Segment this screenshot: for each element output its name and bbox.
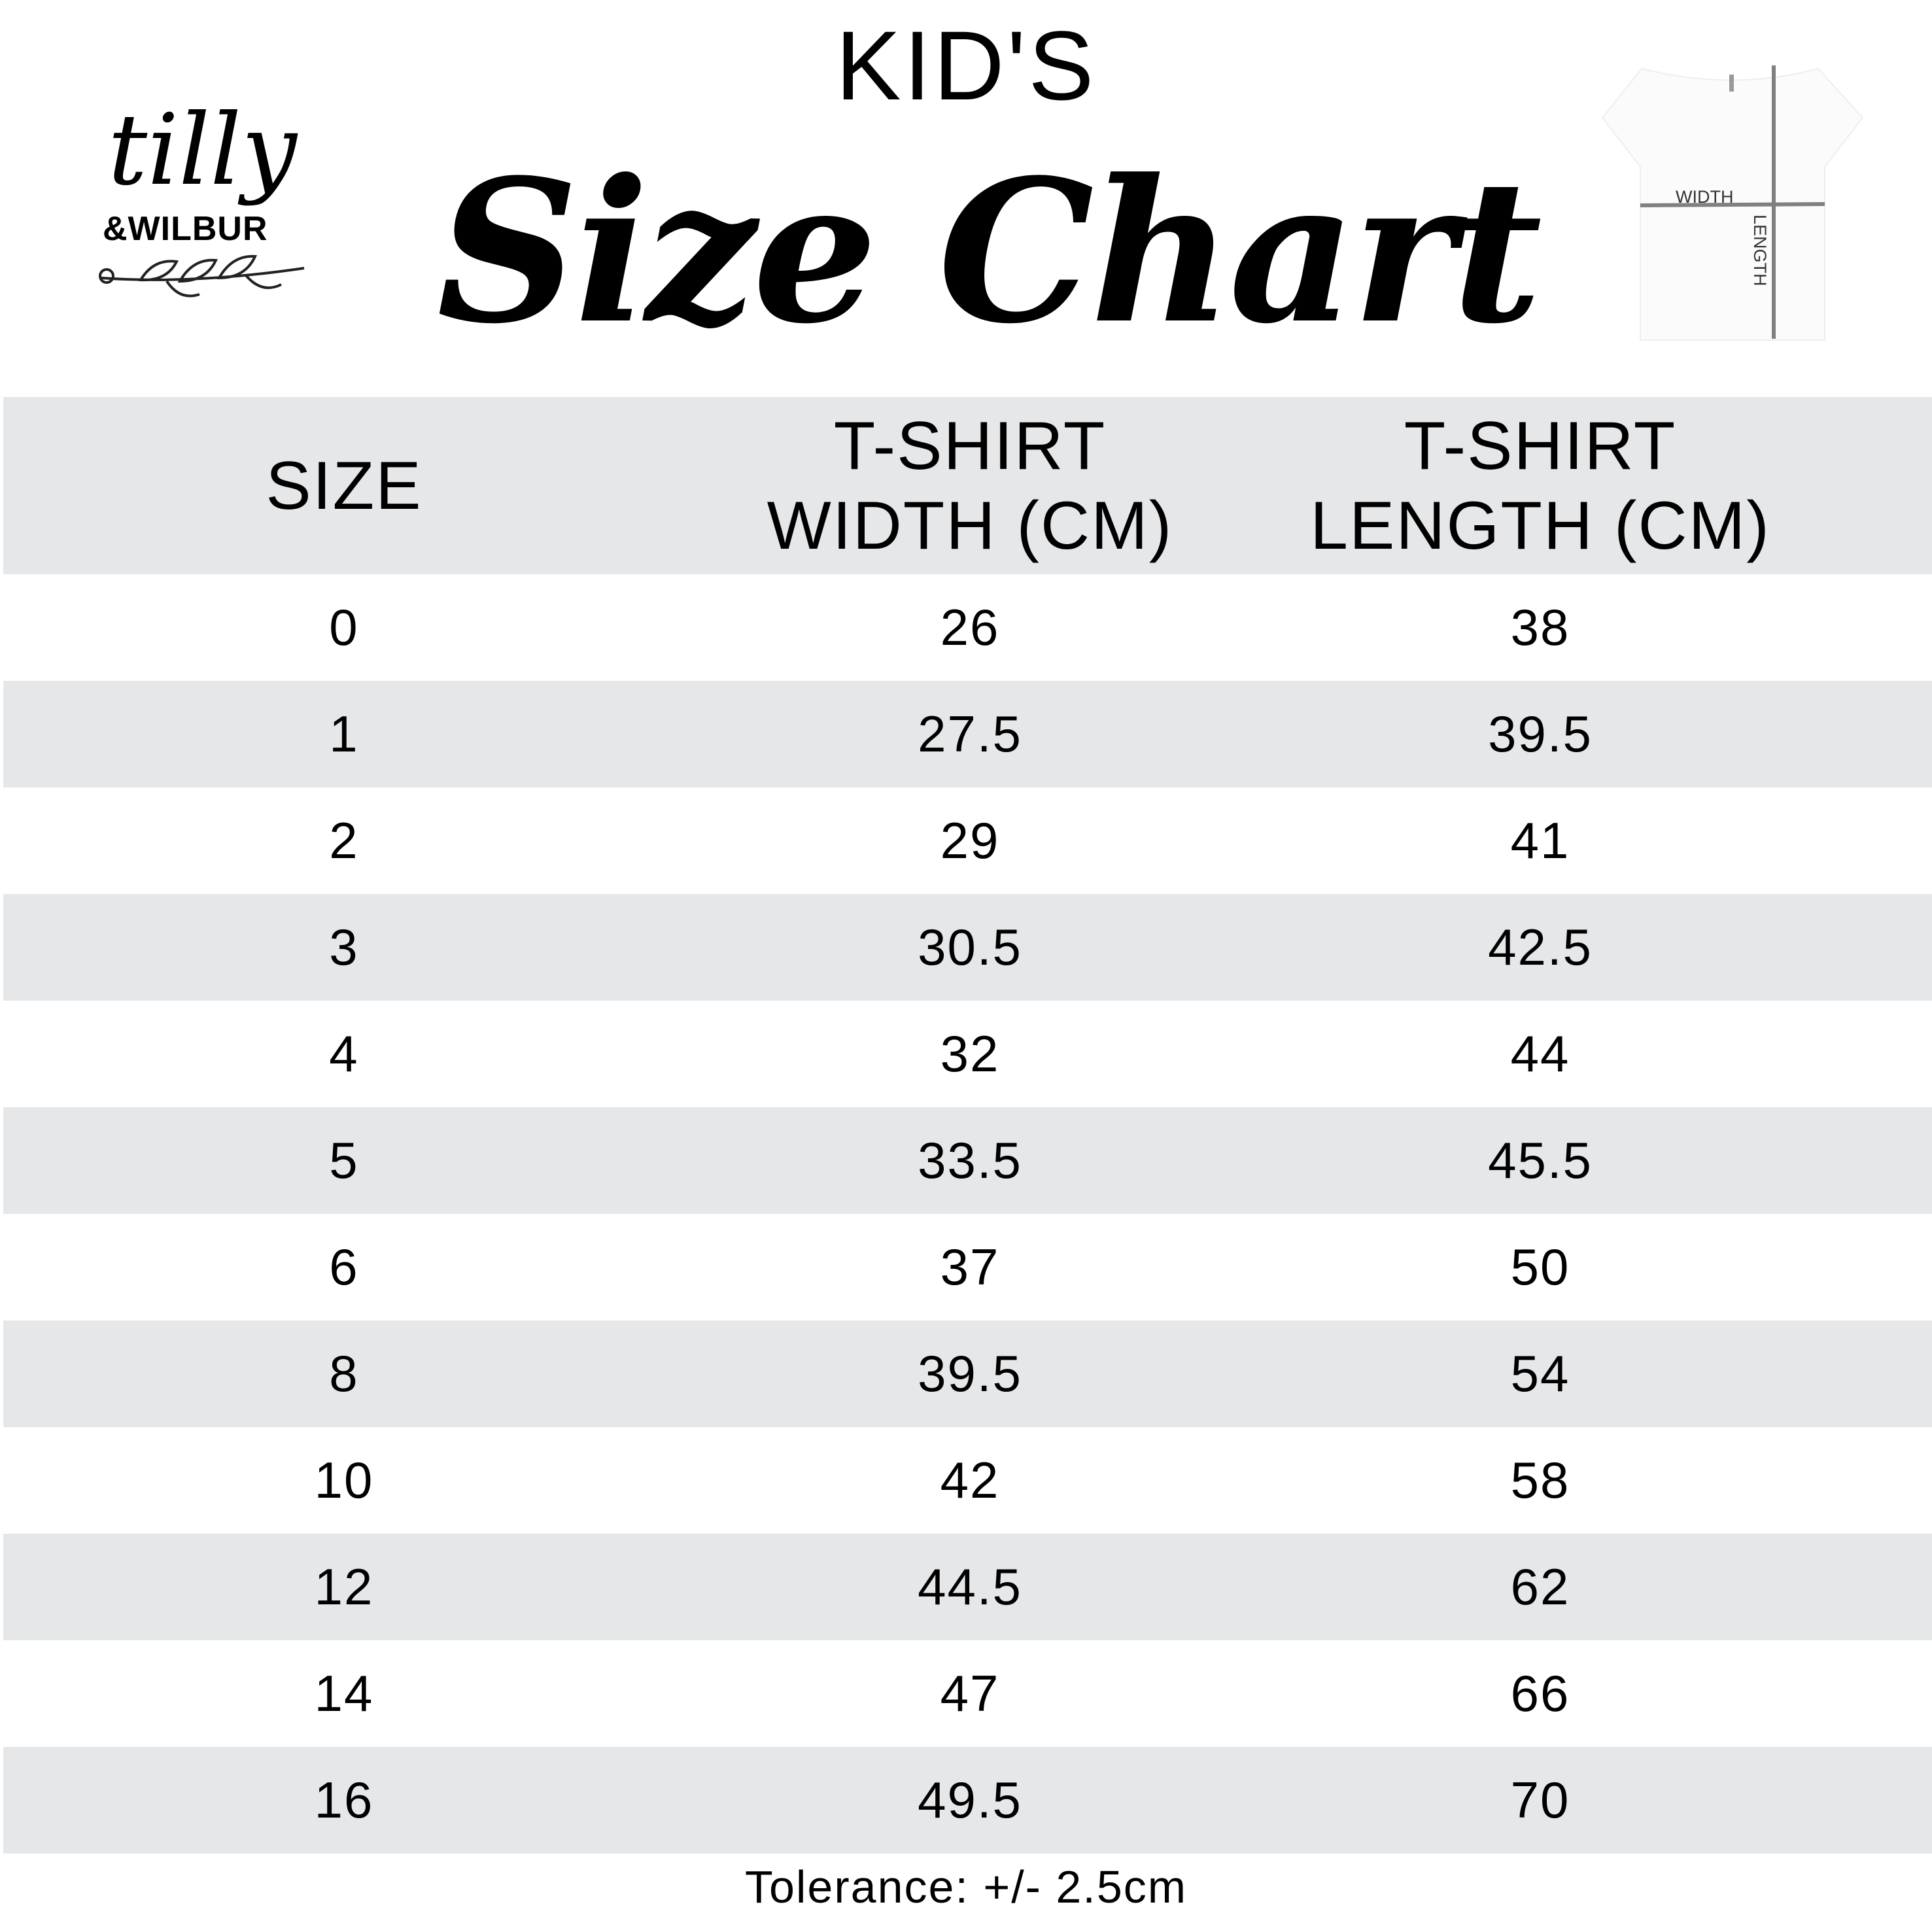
width-cell: 37 [940,1238,1000,1296]
length-cell: 38 [1510,598,1570,656]
size-cell: 14 [314,1665,374,1722]
column-header-width-label: T-SHIRT WIDTH (CM) [767,407,1173,564]
width-cell: 27.5 [918,705,1022,763]
size-chart-title: Size Chart [436,136,1542,367]
width-label: WIDTH [1676,187,1733,207]
column-header-length-label: T-SHIRT LENGTH (CM) [1310,407,1770,564]
table-row: 6 37 50 [3,1214,1932,1320]
table-row: 5 33.5 45.5 [3,1107,1932,1214]
table-row: 1 27.5 39.5 [3,681,1932,787]
table-row: 14 47 66 [3,1640,1932,1747]
size-cell: 4 [329,1025,359,1082]
width-cell: 30.5 [918,918,1022,976]
table-row: 3 30.5 42.5 [3,894,1932,1001]
size-cell: 8 [329,1345,359,1402]
tilly-wilbur-logo: tilly &WILBUR [95,98,317,314]
width-cell: 29 [940,812,1000,869]
length-cell: 42.5 [1488,918,1593,976]
table-header: SIZE T-SHIRT WIDTH (CM) T-SHIRT LENGTH (… [3,397,1932,574]
length-cell: 54 [1510,1345,1570,1402]
column-header-width: T-SHIRT WIDTH (CM) [685,397,1255,574]
table-row: 10 42 58 [3,1427,1932,1534]
table-row: 4 32 44 [3,1001,1932,1107]
width-cell: 49.5 [918,1771,1022,1829]
size-cell: 16 [314,1771,374,1829]
kids-heading: KID'S [835,10,1097,120]
column-header-length: T-SHIRT LENGTH (CM) [1255,397,1825,574]
width-cell: 26 [940,598,1000,656]
logo-text-wilbur: &WILBUR [103,210,268,248]
width-cell: 32 [940,1025,1000,1082]
width-measure-line [1640,202,1825,207]
logo-text-tilly: tilly [108,94,297,207]
tolerance-note: Tolerance: +/- 2.5cm [744,1861,1188,1912]
tshirt-measurement-diagram: WIDTH LENGTH [1570,65,1864,360]
table-row: 12 44.5 62 [3,1534,1932,1640]
length-cell: 66 [1510,1665,1570,1722]
length-cell: 39.5 [1488,705,1593,763]
size-cell: 1 [329,705,359,763]
size-table: SIZE T-SHIRT WIDTH (CM) T-SHIRT LENGTH (… [3,397,1932,1854]
width-cell: 39.5 [918,1345,1022,1402]
table-row: 2 29 41 [3,787,1932,894]
table-row: 0 26 38 [3,574,1932,681]
length-cell: 50 [1510,1238,1570,1296]
width-cell: 44.5 [918,1558,1022,1615]
length-cell: 62 [1510,1558,1570,1615]
table-row: 8 39.5 54 [3,1320,1932,1427]
size-cell: 10 [314,1451,374,1509]
length-cell: 70 [1510,1771,1570,1829]
size-cell: 6 [329,1238,359,1296]
column-header-size: SIZE [266,447,423,524]
leaf-branch-icon [99,254,305,298]
size-cell: 3 [329,918,359,976]
length-label: LENGTH [1750,215,1770,286]
width-cell: 33.5 [918,1131,1022,1189]
width-cell: 42 [940,1451,1000,1509]
size-cell: 2 [329,812,359,869]
length-cell: 44 [1510,1025,1570,1082]
length-cell: 58 [1510,1451,1570,1509]
size-cell: 5 [329,1131,359,1189]
table-row: 16 49.5 70 [3,1747,1932,1854]
size-cell: 12 [314,1558,374,1615]
length-cell: 41 [1510,812,1570,869]
size-cell: 0 [329,598,359,656]
width-cell: 47 [940,1665,1000,1722]
length-cell: 45.5 [1488,1131,1593,1189]
